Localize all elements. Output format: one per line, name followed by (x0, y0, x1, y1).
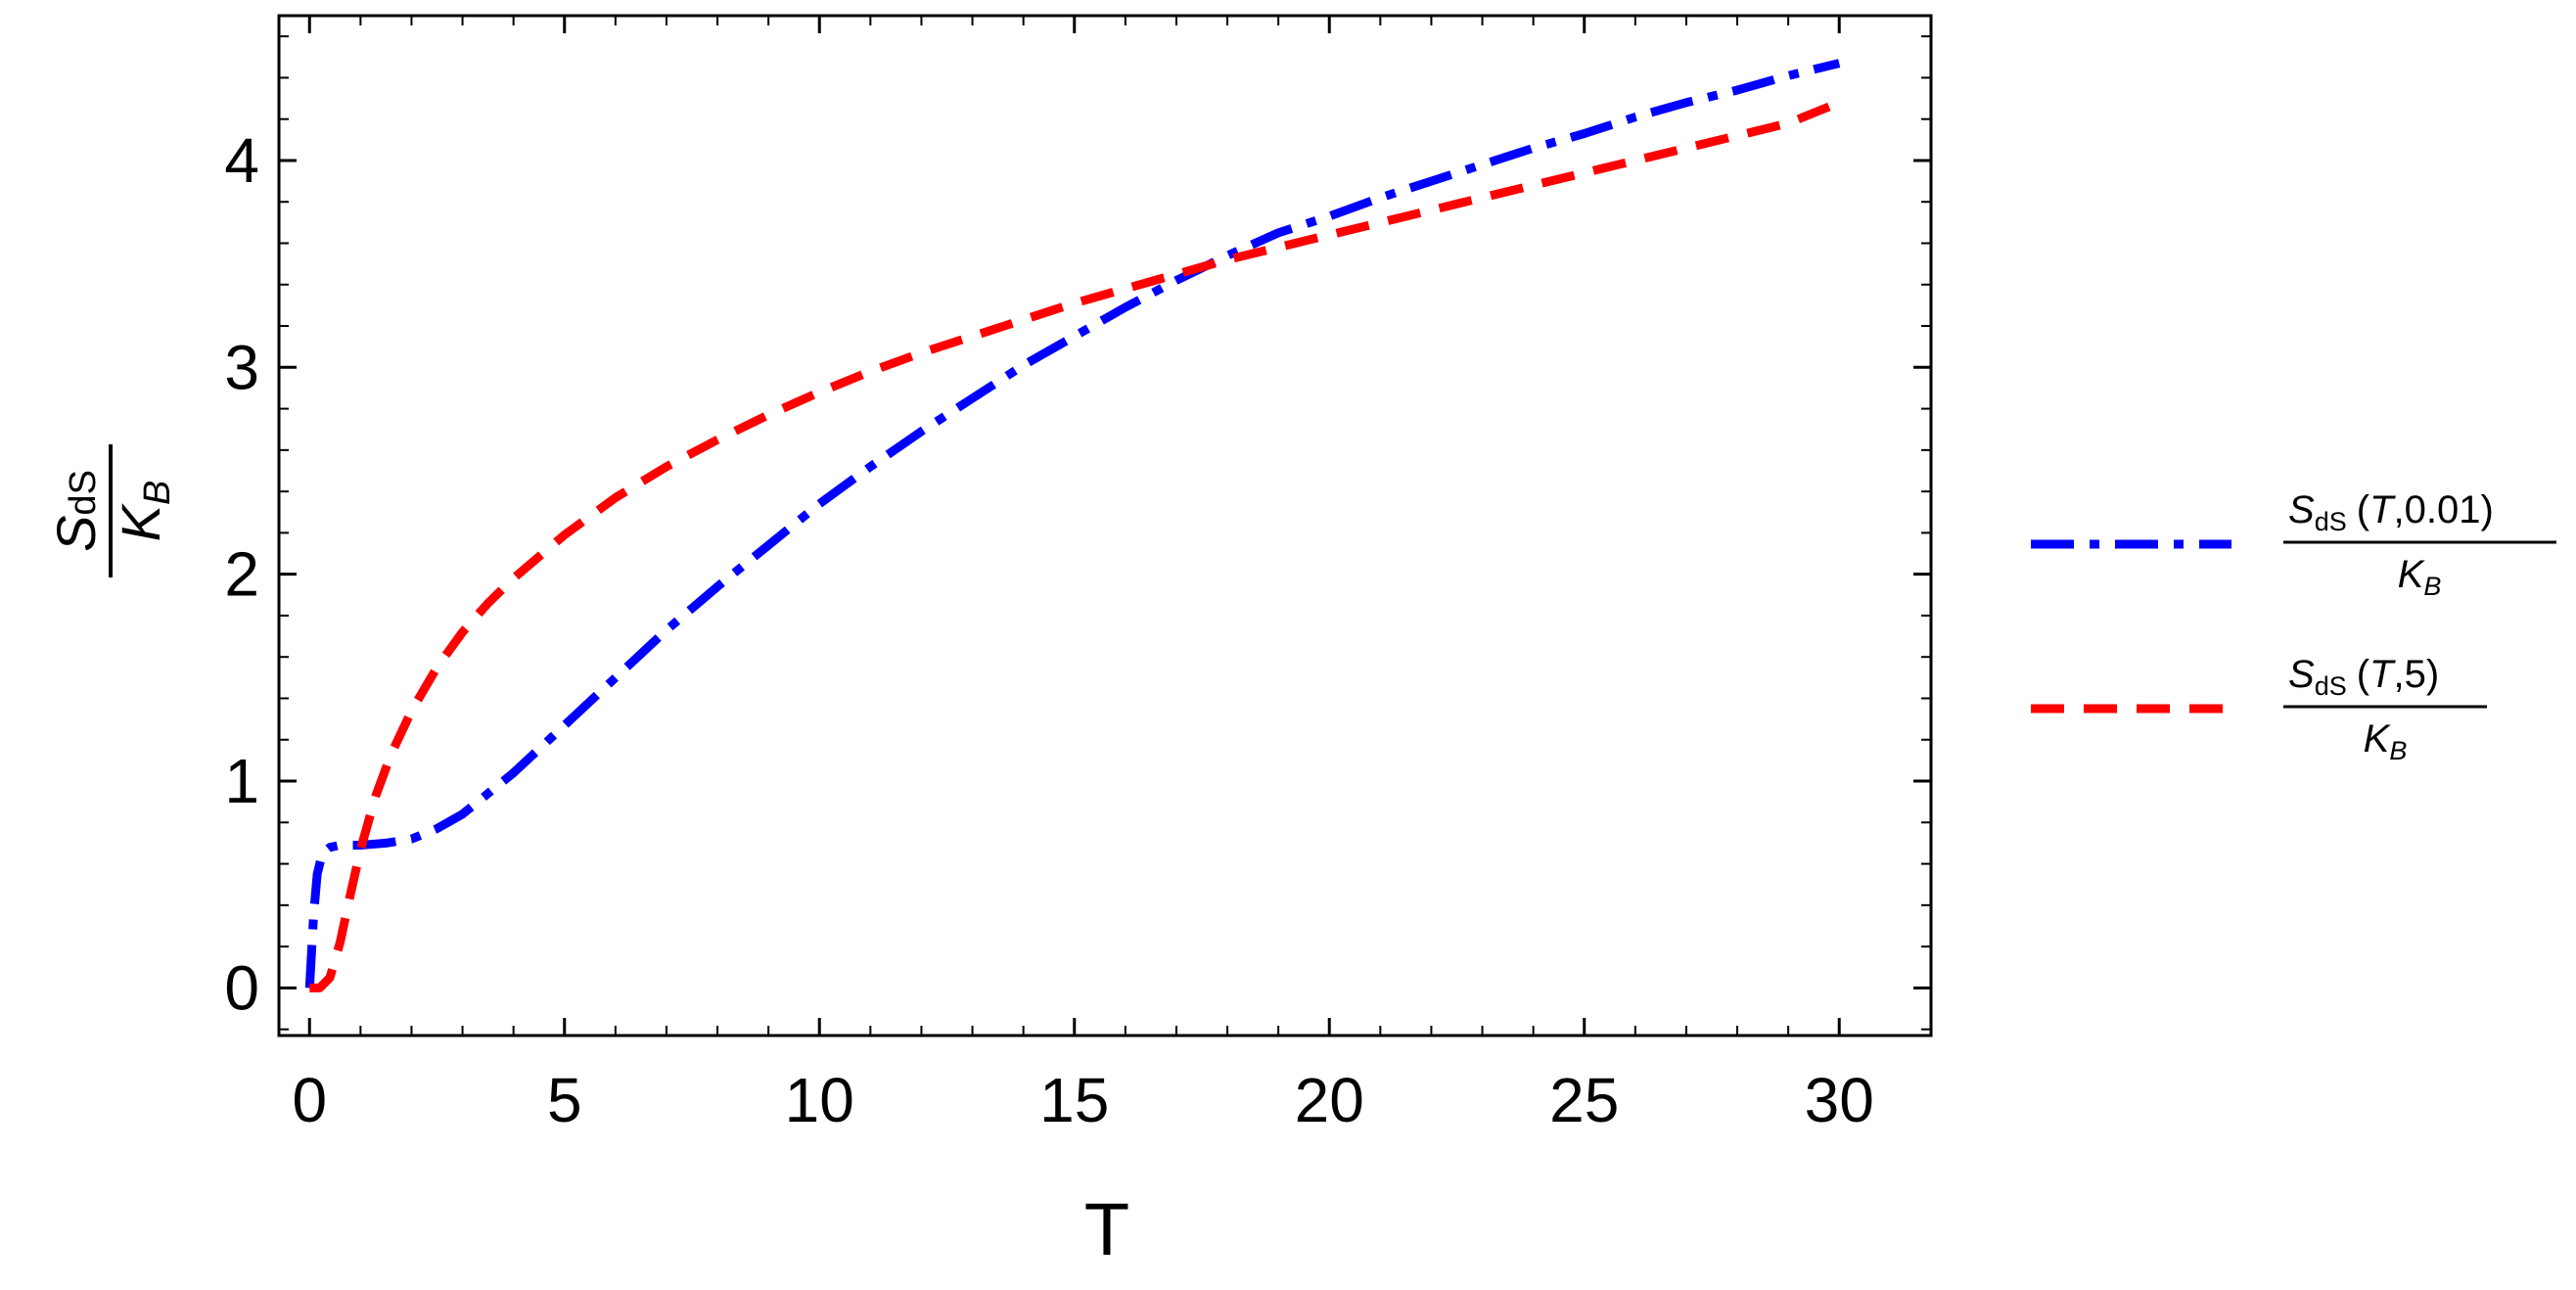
legend-1-den-sub: B (2423, 572, 2441, 601)
series-line-1 (304, 59, 1841, 989)
svg-text:SdS(T,5): SdS (T,5) (2288, 653, 2439, 701)
x-axis-title: T (1084, 1188, 1129, 1271)
legend-entry-2: SdS (T,5) KB (2031, 653, 2487, 765)
y-tick-label-4: 4 (224, 125, 259, 196)
legend: SdS (T,0.01) KB SdS (T,5) KB (2031, 488, 2556, 765)
plot-frame (277, 14, 1933, 1037)
x-tick-label-4: 20 (1295, 1065, 1364, 1135)
axis-ticks (279, 16, 1931, 1036)
y-title-den-main: K (110, 502, 171, 541)
y-title-sub: dS (63, 470, 104, 515)
svg-text:KB: KB (110, 481, 178, 542)
legend-2-args: ( (2357, 653, 2370, 696)
y-tick-label-0: 0 (224, 952, 259, 1023)
data-series (304, 59, 1841, 992)
y-title-main: S (45, 516, 107, 552)
y-tick-label-1: 1 (224, 746, 259, 816)
legend-1-den-main: K (2398, 553, 2426, 596)
x-tick-label-1: 5 (547, 1065, 582, 1135)
x-tick-label-3: 15 (1039, 1065, 1109, 1135)
series-line-2 (309, 98, 1841, 992)
x-tick-label-5: 25 (1549, 1065, 1619, 1135)
y-axis-title: SdS KB (45, 444, 178, 577)
legend-2-main: S (2288, 653, 2315, 696)
svg-text:SdS(T,0.01): SdS (T,0.01) (2288, 488, 2494, 536)
legend-1-rest: ,0.01) (2393, 488, 2493, 531)
legend-1-main: S (2288, 488, 2315, 531)
tick-labels: 0 5 10 15 20 25 30 0 1 2 3 4 (224, 125, 1873, 1135)
x-tick-label-6: 30 (1805, 1065, 1874, 1135)
legend-2-T: T (2369, 653, 2396, 696)
y-title-den-sub: B (137, 481, 178, 505)
legend-1-sub: dS (2315, 507, 2347, 536)
legend-1-T: T (2369, 488, 2396, 531)
svg-text:SdS: SdS (45, 470, 107, 552)
y-tick-label-3: 3 (224, 332, 259, 402)
svg-text:KB: KB (2398, 553, 2442, 601)
legend-2-rest: ,5) (2393, 653, 2439, 696)
legend-2-den-main: K (2364, 717, 2392, 760)
x-tick-label-2: 10 (785, 1065, 854, 1135)
legend-2-sub: dS (2315, 671, 2347, 701)
x-tick-label-0: 0 (292, 1065, 327, 1135)
legend-1-args: ( (2357, 488, 2370, 531)
legend-entry-1: SdS (T,0.01) KB (2031, 488, 2556, 601)
legend-2-den-sub: B (2389, 736, 2407, 765)
y-tick-label-2: 2 (224, 539, 259, 610)
svg-text:KB: KB (2364, 717, 2408, 765)
